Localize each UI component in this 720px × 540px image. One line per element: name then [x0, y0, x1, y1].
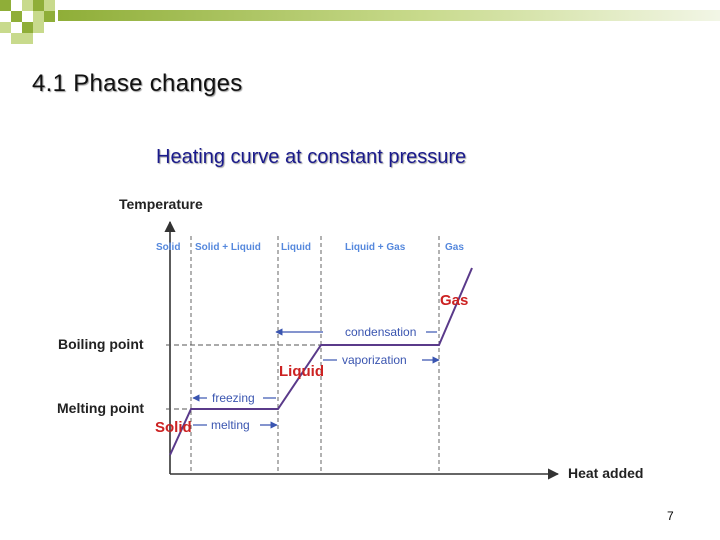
- page-number: 7: [667, 509, 674, 523]
- melting-label: melting: [211, 418, 250, 432]
- region-label-liquid: Liquid: [281, 242, 311, 253]
- diagram-title: Heating curve at constant pressure: [156, 146, 467, 168]
- phase-label-gas: Gas: [440, 292, 468, 309]
- region-label-solid-liquid: Solid + Liquid: [195, 242, 261, 253]
- phase-label-solid: Solid: [155, 419, 192, 436]
- region-label-solid: Solid: [156, 242, 180, 253]
- phase-label-liquid: Liquid: [279, 363, 324, 380]
- heating-curve: [169, 267, 473, 456]
- slide-title: 4.1 Phase changes: [32, 70, 243, 97]
- freezing-label: freezing: [212, 391, 255, 405]
- x-axis-label: Heat added: [568, 465, 643, 481]
- region-label-gas: Gas: [445, 242, 464, 253]
- melting-point-label: Melting point: [57, 400, 144, 416]
- y-axis-label: Temperature: [119, 196, 203, 212]
- reference-lines: [166, 344, 321, 410]
- vaporization-label: vaporization: [342, 353, 407, 367]
- region-label-liquid-gas: Liquid + Gas: [345, 242, 406, 253]
- header-decoration: [0, 0, 720, 44]
- region-dividers: [190, 236, 440, 474]
- condensation-label: condensation: [345, 325, 416, 339]
- boiling-point-label: Boiling point: [58, 336, 144, 352]
